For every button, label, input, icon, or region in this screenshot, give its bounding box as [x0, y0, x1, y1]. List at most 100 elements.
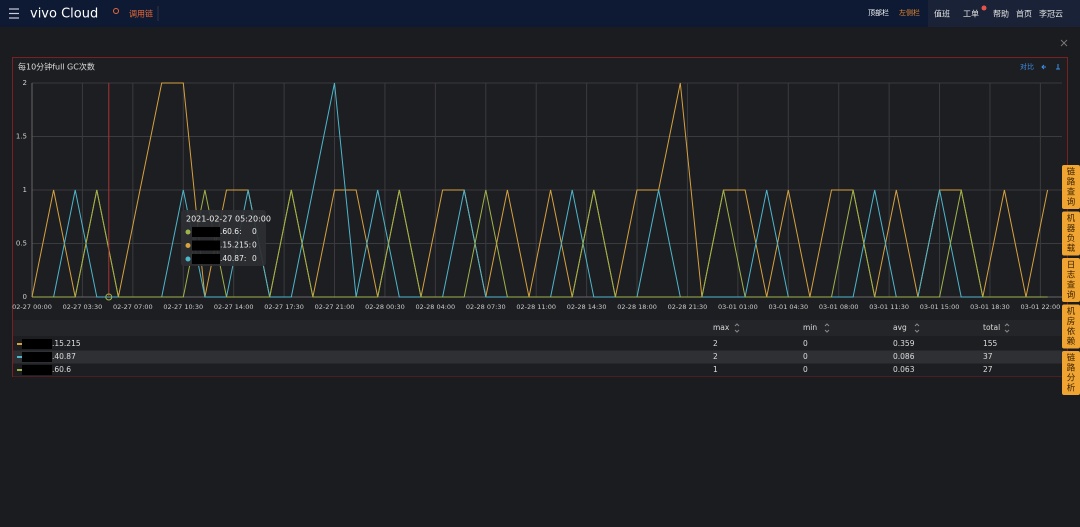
top-bar-right	[928, 0, 1080, 27]
side-tab-label[interactable]: 查	[1067, 280, 1076, 291]
stat-value: 0.063	[893, 365, 915, 374]
y-tick-label: 0.5	[16, 240, 27, 248]
side-tab-label[interactable]: 询	[1067, 290, 1076, 301]
column-header[interactable]: max	[713, 323, 730, 332]
redaction	[22, 352, 52, 362]
chart-title: 每10分钟full GC次数	[18, 62, 95, 72]
sort-icon[interactable]	[824, 323, 830, 333]
y-tick-label: 0	[23, 293, 27, 301]
side-tab-label[interactable]: 路	[1067, 177, 1076, 188]
stat-value: 2	[713, 352, 718, 361]
side-tab-label[interactable]: 依	[1067, 326, 1076, 337]
nav-link[interactable]: 首页	[1016, 9, 1032, 19]
x-tick-label: 03-01 15:00	[920, 303, 960, 311]
redaction	[22, 339, 52, 349]
x-tick-label: 02-27 03:30	[63, 303, 103, 311]
nav-link[interactable]: 帮助	[993, 9, 1009, 19]
side-tab-label[interactable]: 查	[1067, 187, 1076, 198]
y-tick-label: 2	[23, 79, 27, 87]
nav-link[interactable]: 工单	[963, 9, 979, 19]
tooltip-dot	[185, 229, 191, 235]
side-tab-label[interactable]: 路	[1067, 363, 1076, 374]
series-line	[32, 189, 1048, 298]
side-tab[interactable]	[1062, 351, 1080, 395]
close-icon[interactable]	[1060, 39, 1068, 47]
app-name[interactable]: 调用链	[129, 9, 153, 19]
side-tab-label[interactable]: 载	[1067, 243, 1076, 254]
tooltip	[181, 210, 266, 266]
tooltip-dot	[185, 243, 191, 248]
stat-value: 0.359	[893, 339, 915, 348]
stat-value: 0	[803, 352, 808, 361]
x-tick-label: 03-01 04:30	[768, 303, 808, 311]
redaction	[192, 240, 220, 251]
download-icon[interactable]	[1056, 64, 1060, 70]
x-tick-label: 02-27 00:00	[12, 303, 52, 311]
layout-option[interactable]: 顶部栏	[868, 8, 889, 17]
top-bar	[0, 0, 1080, 27]
table-row[interactable]	[13, 363, 1067, 377]
tooltip-time: 2021-02-27 05:20:00	[186, 215, 271, 224]
legend-swatch	[17, 356, 22, 358]
legend-name[interactable]: .15.215	[52, 339, 81, 348]
side-tab-label[interactable]: 机	[1067, 213, 1076, 224]
side-tab[interactable]	[1062, 258, 1080, 302]
x-tick-label: 02-28 14:30	[567, 303, 607, 311]
stat-value: 0	[803, 365, 808, 374]
table-row[interactable]	[13, 350, 1067, 364]
side-tab-label[interactable]: 询	[1067, 197, 1076, 208]
x-tick-label: 02-27 21:00	[315, 303, 355, 311]
side-tab-label[interactable]: 日	[1067, 261, 1076, 271]
x-tick-label: 02-28 07:30	[466, 303, 506, 311]
side-tab-label[interactable]: 机	[1067, 306, 1076, 317]
tooltip-value: 0	[252, 227, 257, 236]
legend-name[interactable]: .40.87	[52, 352, 76, 361]
legend-swatch	[17, 369, 22, 371]
back-icon[interactable]	[1041, 64, 1046, 70]
side-tab-label[interactable]: 析	[1067, 383, 1076, 394]
column-header[interactable]: min	[803, 323, 817, 332]
sort-icon[interactable]	[1004, 323, 1010, 333]
compare-button[interactable]: 对比	[1020, 62, 1034, 71]
tooltip-name: .40.87:	[220, 254, 246, 263]
stat-value: 37	[983, 352, 993, 361]
menu-icon[interactable]	[9, 8, 19, 19]
x-tick-label: 03-01 08:00	[819, 303, 859, 311]
layout-option[interactable]: 左侧栏	[899, 8, 920, 17]
side-tab[interactable]	[1062, 165, 1080, 209]
side-tab-label[interactable]: 志	[1067, 270, 1076, 281]
side-tab[interactable]	[1062, 211, 1080, 256]
side-tab-label[interactable]: 赖	[1067, 336, 1076, 347]
y-tick-label: 1.5	[16, 133, 27, 141]
side-tab-label[interactable]: 链	[1067, 167, 1076, 178]
column-header[interactable]: total	[983, 323, 1000, 332]
app-icon	[113, 8, 119, 14]
side-tab-label[interactable]: 链	[1067, 353, 1076, 364]
nav-link[interactable]: 李冠云	[1039, 9, 1063, 19]
x-tick-label: 03-01 01:00	[718, 303, 758, 311]
redaction	[192, 227, 220, 237]
nav-link[interactable]: 值班	[934, 9, 950, 19]
stat-value: 2	[713, 339, 718, 348]
side-tab-label[interactable]: 负	[1067, 233, 1076, 244]
sort-icon[interactable]	[914, 323, 920, 333]
sort-icon[interactable]	[734, 323, 740, 333]
table-row[interactable]	[13, 337, 1067, 351]
side-tab-label[interactable]: 器	[1067, 224, 1076, 234]
x-tick-label: 02-28 11:00	[516, 303, 556, 311]
stat-value: 1	[713, 365, 718, 374]
side-tab-label[interactable]: 房	[1067, 316, 1076, 327]
legend-name[interactable]: .60.6	[52, 365, 71, 374]
x-tick-label: 02-27 17:30	[264, 303, 304, 311]
stat-value: 155	[983, 339, 998, 348]
column-header[interactable]: avg	[893, 323, 907, 332]
x-tick-label: 02-28 04:00	[416, 303, 456, 311]
badge	[981, 5, 987, 11]
side-tab-label[interactable]: 分	[1067, 374, 1076, 384]
x-tick-label: 03-01 11:30	[869, 303, 909, 311]
tooltip-name: .60.6:	[220, 227, 242, 236]
side-tab[interactable]	[1062, 304, 1080, 349]
tooltip-value: 0	[252, 241, 257, 250]
